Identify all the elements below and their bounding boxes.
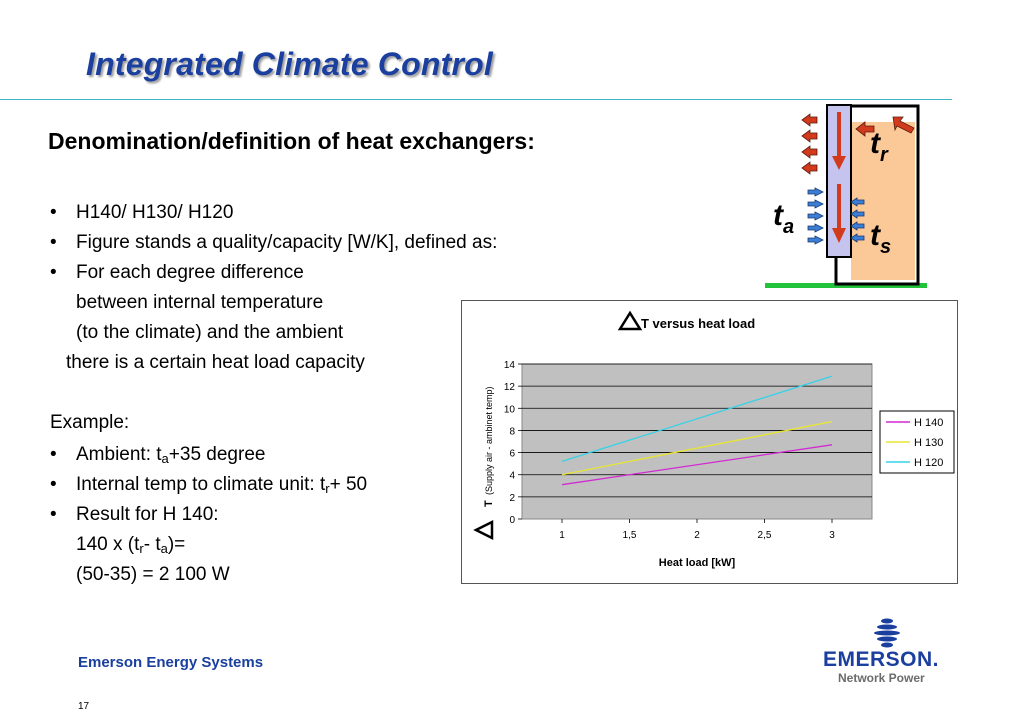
label-t-return: tr <box>870 127 889 166</box>
x-tick-label: 2,5 <box>758 530 772 541</box>
hot-arrow-icon <box>855 121 875 137</box>
page-number: 17 <box>78 701 90 712</box>
section-heading: Denomination/definition of heat exchange… <box>48 128 535 154</box>
emerson-logo-icon <box>874 618 900 648</box>
y-axis-label: T (Supply air - ambinet temp) <box>483 386 495 507</box>
cold-arrow-icon <box>807 211 824 221</box>
cold-arrow-icon <box>850 221 865 231</box>
series-line-h-140 <box>561 444 833 486</box>
x-axis-label: Heat load [kW] <box>659 557 736 569</box>
cold-arrow-icon <box>850 209 865 219</box>
hot-arrow-icon <box>801 113 818 127</box>
y-tick-label: 6 <box>509 449 515 460</box>
duct-flow-arrow <box>832 156 846 170</box>
bullet-dot: • <box>50 504 57 525</box>
cold-arrow-icon <box>807 187 824 197</box>
y-tick-label: 10 <box>504 404 516 415</box>
continuation-line: (to the climate) and the ambient <box>76 322 344 343</box>
cold-arrow-icon <box>807 235 824 245</box>
exhaust-hot-arrows <box>801 113 818 175</box>
cold-arrow-icon <box>807 223 824 233</box>
series-line-h-120 <box>561 375 833 463</box>
cold-arrow-icon <box>850 233 865 243</box>
x-tick-label: 1,5 <box>623 530 637 541</box>
hot-arrow-icon <box>801 161 818 175</box>
bullet-degree-difference: For each degree difference <box>76 262 304 283</box>
title-divider <box>0 99 952 100</box>
bullet-ambient: Ambient: ta+35 degree <box>76 444 266 466</box>
bullet-dot: • <box>50 474 57 495</box>
ambient-cold-arrows <box>807 187 824 245</box>
x-tick-label: 2 <box>694 530 700 541</box>
cold-arrow-icon <box>850 197 865 207</box>
y-axis-label-main: T <box>483 500 495 507</box>
y-axis-label-detail: (Supply air - ambinet temp) <box>484 386 494 495</box>
chart-container: T versus heat load 0 2 4 6 8 10 12 14 1 1,5 2 2,5 3… <box>461 300 958 584</box>
footer-brand: Emerson Energy Systems <box>78 654 264 671</box>
plot-area <box>521 363 873 520</box>
climate-unit-diagram: tr ta ts <box>765 104 927 288</box>
chart-legend: H 140 H 130 H 120 <box>879 410 955 474</box>
delta-icon <box>617 310 643 331</box>
legend-label: H 120 <box>914 457 943 469</box>
y-tick-label: 4 <box>509 471 515 482</box>
legend-label: H 140 <box>914 417 943 429</box>
bullet-dot: • <box>50 202 57 223</box>
bullet-result: Result for H 140: <box>76 504 219 525</box>
supply-cold-arrows <box>850 197 865 243</box>
y-axis-delta-icon <box>473 519 494 541</box>
label-t-supply: ts <box>870 219 891 258</box>
example-label: Example: <box>50 412 130 433</box>
y-tick-label: 2 <box>509 493 515 504</box>
bullet-figure-definition: Figure stands a quality/capacity [W/K], … <box>76 232 498 253</box>
y-tick-label: 14 <box>504 360 516 371</box>
cold-arrow-icon <box>807 199 824 209</box>
series-line-h-130 <box>561 420 833 476</box>
y-tick-label: 0 <box>509 515 515 526</box>
hot-arrow-icon <box>892 116 915 134</box>
chart-title: T versus heat load <box>617 310 755 331</box>
bullet-dot: • <box>50 262 57 283</box>
bullet-models: H140/ H130/ H120 <box>76 202 234 223</box>
slide-title: Integrated Climate Control <box>86 46 494 82</box>
hot-arrow-icon <box>801 145 818 159</box>
hot-arrow-icon <box>801 129 818 143</box>
label-t-ambient: ta <box>773 199 794 238</box>
logo-subtitle: Network Power <box>838 671 925 685</box>
chart-title-text: T versus heat load <box>641 316 755 331</box>
legend-label: H 130 <box>914 437 943 449</box>
inlet-hot-arrows <box>855 116 915 137</box>
bullet-dot: • <box>50 232 57 253</box>
x-tick-label: 3 <box>829 530 835 541</box>
calc-line-1: 140 x (tr- ta)= <box>76 534 186 556</box>
bullet-internal-temp: Internal temp to climate unit: tr+ 50 <box>76 474 368 496</box>
continuation-line: there is a certain heat load capacity <box>66 352 365 373</box>
delta-t-chart: T versus heat load 0 2 4 6 8 10 12 14 1 1,5 2 2,5 3… <box>473 310 955 569</box>
bullet-dot: • <box>50 444 57 465</box>
y-tick-label: 8 <box>509 426 515 437</box>
x-tick-label: 1 <box>559 530 565 541</box>
logo-name: EMERSON. <box>823 648 940 671</box>
duct-flow-arrow <box>832 228 846 243</box>
continuation-line: between internal temperature <box>76 292 324 313</box>
y-tick-label: 12 <box>504 382 516 393</box>
calc-line-2: (50-35) = 2 100 W <box>76 564 230 585</box>
